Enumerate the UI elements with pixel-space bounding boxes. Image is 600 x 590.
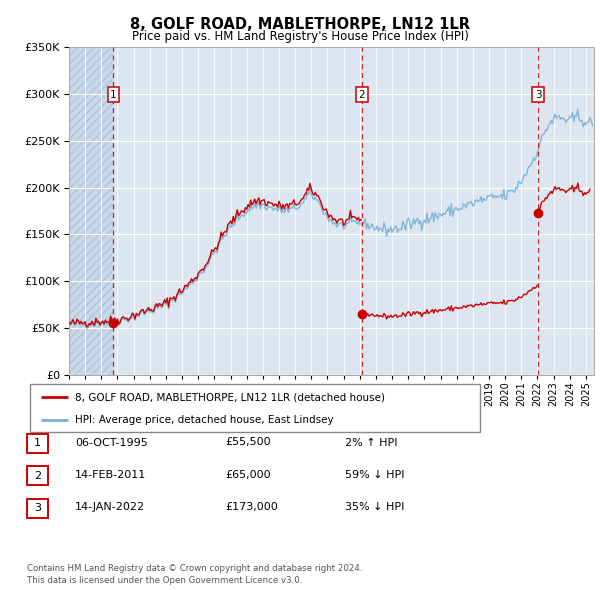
Text: 8, GOLF ROAD, MABLETHORPE, LN12 1LR: 8, GOLF ROAD, MABLETHORPE, LN12 1LR <box>130 17 470 32</box>
Bar <box>69 47 113 375</box>
Text: Contains HM Land Registry data © Crown copyright and database right 2024.
This d: Contains HM Land Registry data © Crown c… <box>27 564 362 585</box>
Text: 2% ↑ HPI: 2% ↑ HPI <box>345 438 398 447</box>
Text: 2: 2 <box>358 90 365 100</box>
Text: 35% ↓ HPI: 35% ↓ HPI <box>345 503 404 512</box>
Text: £55,500: £55,500 <box>225 438 271 447</box>
Text: 3: 3 <box>535 90 541 100</box>
Text: £65,000: £65,000 <box>225 470 271 480</box>
Text: 06-OCT-1995: 06-OCT-1995 <box>75 438 148 447</box>
Text: 59% ↓ HPI: 59% ↓ HPI <box>345 470 404 480</box>
Text: 3: 3 <box>34 503 41 513</box>
Text: 2: 2 <box>34 471 41 481</box>
FancyBboxPatch shape <box>30 384 480 432</box>
Text: 1: 1 <box>110 90 117 100</box>
Text: HPI: Average price, detached house, East Lindsey: HPI: Average price, detached house, East… <box>75 415 334 425</box>
Text: 14-JAN-2022: 14-JAN-2022 <box>75 503 145 512</box>
FancyBboxPatch shape <box>28 499 47 517</box>
Text: 14-FEB-2011: 14-FEB-2011 <box>75 470 146 480</box>
FancyBboxPatch shape <box>28 434 47 453</box>
Text: 8, GOLF ROAD, MABLETHORPE, LN12 1LR (detached house): 8, GOLF ROAD, MABLETHORPE, LN12 1LR (det… <box>75 392 385 402</box>
Text: 1: 1 <box>34 438 41 448</box>
Text: £173,000: £173,000 <box>225 503 278 512</box>
Text: Price paid vs. HM Land Registry's House Price Index (HPI): Price paid vs. HM Land Registry's House … <box>131 30 469 43</box>
FancyBboxPatch shape <box>28 467 47 485</box>
